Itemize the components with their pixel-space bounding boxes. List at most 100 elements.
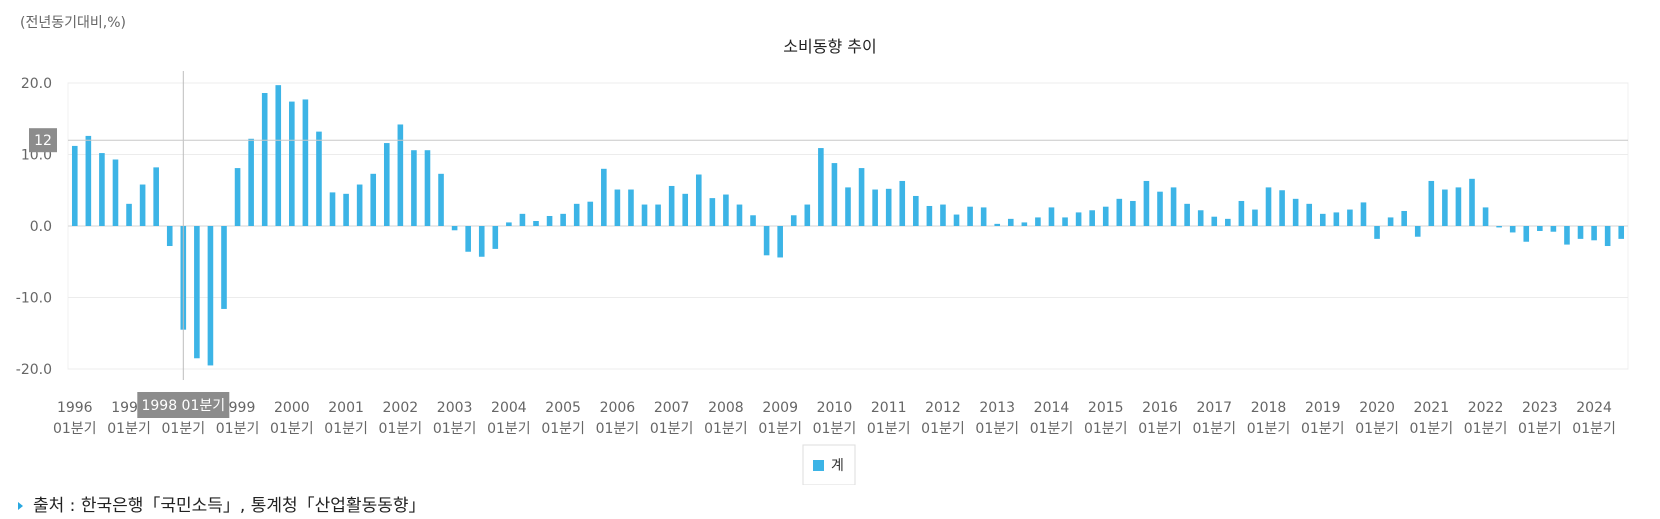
- bar[interactable]: [804, 204, 811, 226]
- bar[interactable]: [1211, 216, 1218, 226]
- bar[interactable]: [1509, 226, 1516, 233]
- legend-label[interactable]: 계: [831, 458, 844, 474]
- bar[interactable]: [465, 226, 471, 252]
- bar[interactable]: [641, 204, 648, 226]
- bar[interactable]: [845, 187, 851, 226]
- bar[interactable]: [926, 205, 933, 226]
- bar[interactable]: [885, 188, 892, 226]
- bar[interactable]: [790, 215, 797, 226]
- bar[interactable]: [1252, 209, 1258, 226]
- bar[interactable]: [1007, 218, 1014, 226]
- bar[interactable]: [1021, 222, 1028, 226]
- bar[interactable]: [492, 226, 499, 249]
- bar[interactable]: [682, 193, 689, 226]
- bar[interactable]: [1225, 218, 1231, 226]
- bar[interactable]: [1279, 190, 1285, 226]
- bar[interactable]: [1482, 207, 1489, 226]
- bar[interactable]: [1333, 212, 1340, 226]
- bar[interactable]: [275, 85, 282, 227]
- bar[interactable]: [1170, 187, 1177, 226]
- bar[interactable]: [1048, 207, 1055, 226]
- bar[interactable]: [1238, 200, 1245, 226]
- bar[interactable]: [85, 135, 92, 226]
- bar[interactable]: [234, 168, 241, 226]
- bar[interactable]: [655, 204, 661, 226]
- bar[interactable]: [261, 93, 268, 226]
- bar[interactable]: [1414, 226, 1421, 237]
- bar[interactable]: [1577, 226, 1584, 239]
- bar[interactable]: [1564, 226, 1570, 245]
- bar[interactable]: [736, 204, 743, 226]
- bar[interactable]: [1374, 226, 1380, 239]
- bar[interactable]: [1455, 187, 1462, 226]
- bar[interactable]: [99, 153, 105, 226]
- bar[interactable]: [221, 226, 227, 309]
- bar[interactable]: [533, 221, 539, 226]
- bar[interactable]: [1157, 191, 1163, 226]
- bar[interactable]: [71, 145, 78, 226]
- bar[interactable]: [478, 226, 485, 257]
- bar[interactable]: [1401, 210, 1407, 226]
- bar[interactable]: [370, 173, 377, 226]
- bar[interactable]: [302, 99, 309, 226]
- bar[interactable]: [668, 185, 675, 226]
- bar[interactable]: [614, 189, 621, 226]
- bar[interactable]: [329, 192, 336, 226]
- bar[interactable]: [316, 131, 322, 226]
- bar[interactable]: [424, 150, 431, 226]
- bar[interactable]: [560, 213, 566, 226]
- bar[interactable]: [1035, 217, 1041, 226]
- bar[interactable]: [383, 143, 390, 226]
- bar[interactable]: [872, 189, 878, 226]
- bar[interactable]: [438, 173, 444, 226]
- bar[interactable]: [994, 223, 1001, 226]
- bar[interactable]: [166, 226, 173, 247]
- bar[interactable]: [1292, 198, 1299, 226]
- bar[interactable]: [248, 138, 254, 226]
- bar[interactable]: [356, 184, 363, 226]
- bar[interactable]: [1116, 198, 1123, 226]
- bar[interactable]: [1265, 187, 1272, 226]
- bar[interactable]: [1604, 226, 1611, 247]
- bar[interactable]: [194, 226, 200, 359]
- bar[interactable]: [1306, 203, 1313, 226]
- bar[interactable]: [573, 203, 580, 226]
- bar[interactable]: [1550, 226, 1557, 232]
- bar[interactable]: [112, 159, 119, 227]
- bar[interactable]: [709, 198, 716, 226]
- bar[interactable]: [1062, 217, 1068, 226]
- bar[interactable]: [628, 189, 634, 226]
- bar[interactable]: [1428, 180, 1435, 226]
- bar[interactable]: [506, 222, 512, 226]
- bar[interactable]: [1075, 212, 1082, 226]
- bar[interactable]: [451, 226, 458, 231]
- bar[interactable]: [1469, 178, 1475, 226]
- bar[interactable]: [1197, 210, 1204, 226]
- bar[interactable]: [913, 195, 919, 226]
- bar[interactable]: [831, 163, 838, 226]
- bar[interactable]: [397, 124, 404, 226]
- bar[interactable]: [1102, 206, 1109, 226]
- bar[interactable]: [695, 174, 702, 226]
- bar[interactable]: [139, 184, 146, 226]
- bar[interactable]: [587, 201, 594, 226]
- bar[interactable]: [899, 180, 906, 226]
- bar[interactable]: [1184, 203, 1190, 226]
- bar[interactable]: [289, 101, 295, 226]
- bar[interactable]: [1537, 226, 1543, 231]
- bar[interactable]: [1130, 200, 1136, 226]
- bar[interactable]: [858, 168, 865, 226]
- bar[interactable]: [1442, 189, 1448, 226]
- bar[interactable]: [1319, 213, 1326, 226]
- bar[interactable]: [818, 148, 824, 226]
- legend-swatch[interactable]: [813, 460, 824, 471]
- bar[interactable]: [207, 226, 214, 366]
- bar[interactable]: [723, 194, 729, 226]
- bar[interactable]: [1387, 217, 1394, 226]
- bar[interactable]: [343, 193, 349, 226]
- bar[interactable]: [763, 226, 770, 256]
- bar[interactable]: [1089, 210, 1095, 226]
- bar[interactable]: [953, 214, 960, 226]
- bar[interactable]: [1143, 180, 1150, 226]
- bar[interactable]: [967, 206, 973, 226]
